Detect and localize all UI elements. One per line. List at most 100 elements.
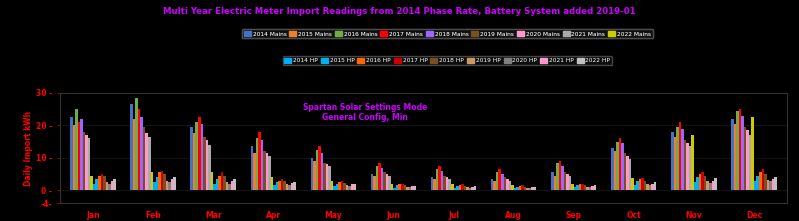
Bar bbox=[333, 187, 336, 190]
Bar bbox=[534, 187, 536, 190]
Bar bbox=[702, 172, 704, 190]
Bar bbox=[471, 187, 474, 190]
Bar bbox=[353, 184, 356, 190]
Bar bbox=[443, 176, 446, 190]
Bar bbox=[684, 140, 686, 190]
Bar bbox=[589, 187, 591, 190]
Bar bbox=[671, 132, 674, 190]
Bar bbox=[686, 143, 689, 190]
Bar bbox=[674, 137, 676, 190]
Bar bbox=[469, 188, 471, 190]
Bar bbox=[226, 182, 229, 190]
Legend: 2014 Mains, 2015 Mains, 2016 Mains, 2017 Mains, 2018 Mains, 2019 Mains, 2020 Mai: 2014 Mains, 2015 Mains, 2016 Mains, 2017… bbox=[242, 29, 653, 38]
Bar bbox=[223, 176, 226, 190]
Bar bbox=[291, 183, 293, 190]
Bar bbox=[316, 150, 318, 190]
Bar bbox=[216, 179, 218, 190]
Text: Multi Year Electric Meter Import Readings from 2014 Phase Rate, Battery System a: Multi Year Electric Meter Import Reading… bbox=[163, 7, 636, 16]
Bar bbox=[96, 179, 98, 190]
Bar bbox=[341, 181, 344, 190]
Bar bbox=[331, 181, 333, 190]
Bar bbox=[78, 122, 81, 190]
Bar bbox=[346, 185, 348, 190]
Bar bbox=[391, 184, 393, 190]
Bar bbox=[150, 172, 153, 190]
Bar bbox=[474, 187, 476, 190]
Bar bbox=[561, 166, 563, 190]
Bar bbox=[276, 182, 278, 190]
Bar bbox=[110, 181, 113, 190]
Bar bbox=[253, 153, 256, 190]
Bar bbox=[466, 187, 469, 190]
Bar bbox=[591, 187, 594, 190]
Bar bbox=[268, 156, 271, 190]
Bar bbox=[754, 181, 757, 190]
Bar bbox=[446, 177, 448, 190]
Bar bbox=[381, 168, 384, 190]
Bar bbox=[704, 176, 706, 190]
Bar bbox=[694, 182, 697, 190]
Bar bbox=[70, 117, 73, 190]
Bar bbox=[499, 169, 501, 190]
Bar bbox=[190, 127, 193, 190]
Bar bbox=[749, 135, 751, 190]
Bar bbox=[759, 172, 761, 190]
Bar bbox=[311, 158, 313, 190]
Bar bbox=[336, 184, 339, 190]
Bar bbox=[594, 185, 596, 190]
Bar bbox=[439, 166, 441, 190]
Bar bbox=[651, 184, 654, 190]
Bar bbox=[403, 185, 406, 190]
Bar bbox=[649, 185, 651, 190]
Bar bbox=[339, 182, 341, 190]
Bar bbox=[511, 185, 514, 190]
Bar bbox=[90, 176, 93, 190]
Bar bbox=[463, 186, 466, 190]
Bar bbox=[83, 132, 85, 190]
Bar bbox=[523, 187, 527, 190]
Bar bbox=[621, 143, 624, 190]
Bar bbox=[551, 172, 554, 190]
Bar bbox=[433, 179, 435, 190]
Bar bbox=[571, 184, 574, 190]
Bar bbox=[271, 177, 273, 190]
Bar bbox=[527, 188, 529, 190]
Bar bbox=[554, 176, 556, 190]
Bar bbox=[108, 184, 110, 190]
Bar bbox=[348, 187, 351, 190]
Bar bbox=[273, 185, 276, 190]
Bar bbox=[384, 172, 386, 190]
Bar bbox=[326, 164, 328, 190]
Bar bbox=[73, 125, 75, 190]
Bar bbox=[193, 133, 196, 190]
Bar bbox=[506, 179, 508, 190]
Bar bbox=[626, 156, 629, 190]
Bar bbox=[508, 181, 511, 190]
Bar bbox=[153, 182, 156, 190]
Bar bbox=[278, 181, 280, 190]
Bar bbox=[691, 135, 694, 190]
Bar bbox=[739, 109, 741, 190]
Bar bbox=[731, 119, 733, 190]
Bar bbox=[141, 117, 143, 190]
Bar bbox=[454, 188, 456, 190]
Bar bbox=[156, 177, 158, 190]
Bar bbox=[198, 117, 201, 190]
Bar bbox=[173, 177, 176, 190]
Bar bbox=[451, 185, 454, 190]
Bar bbox=[569, 176, 571, 190]
Bar bbox=[213, 184, 216, 190]
Bar bbox=[769, 181, 772, 190]
Bar bbox=[751, 117, 754, 190]
Bar bbox=[733, 124, 737, 190]
Bar bbox=[559, 161, 561, 190]
Y-axis label: Daily Import kWh: Daily Import kWh bbox=[24, 110, 34, 186]
Bar bbox=[251, 147, 253, 190]
Bar bbox=[113, 179, 116, 190]
Bar bbox=[629, 159, 631, 190]
Bar bbox=[448, 179, 451, 190]
Bar bbox=[88, 138, 90, 190]
Bar bbox=[158, 172, 161, 190]
Bar bbox=[706, 181, 709, 190]
Bar bbox=[618, 138, 621, 190]
